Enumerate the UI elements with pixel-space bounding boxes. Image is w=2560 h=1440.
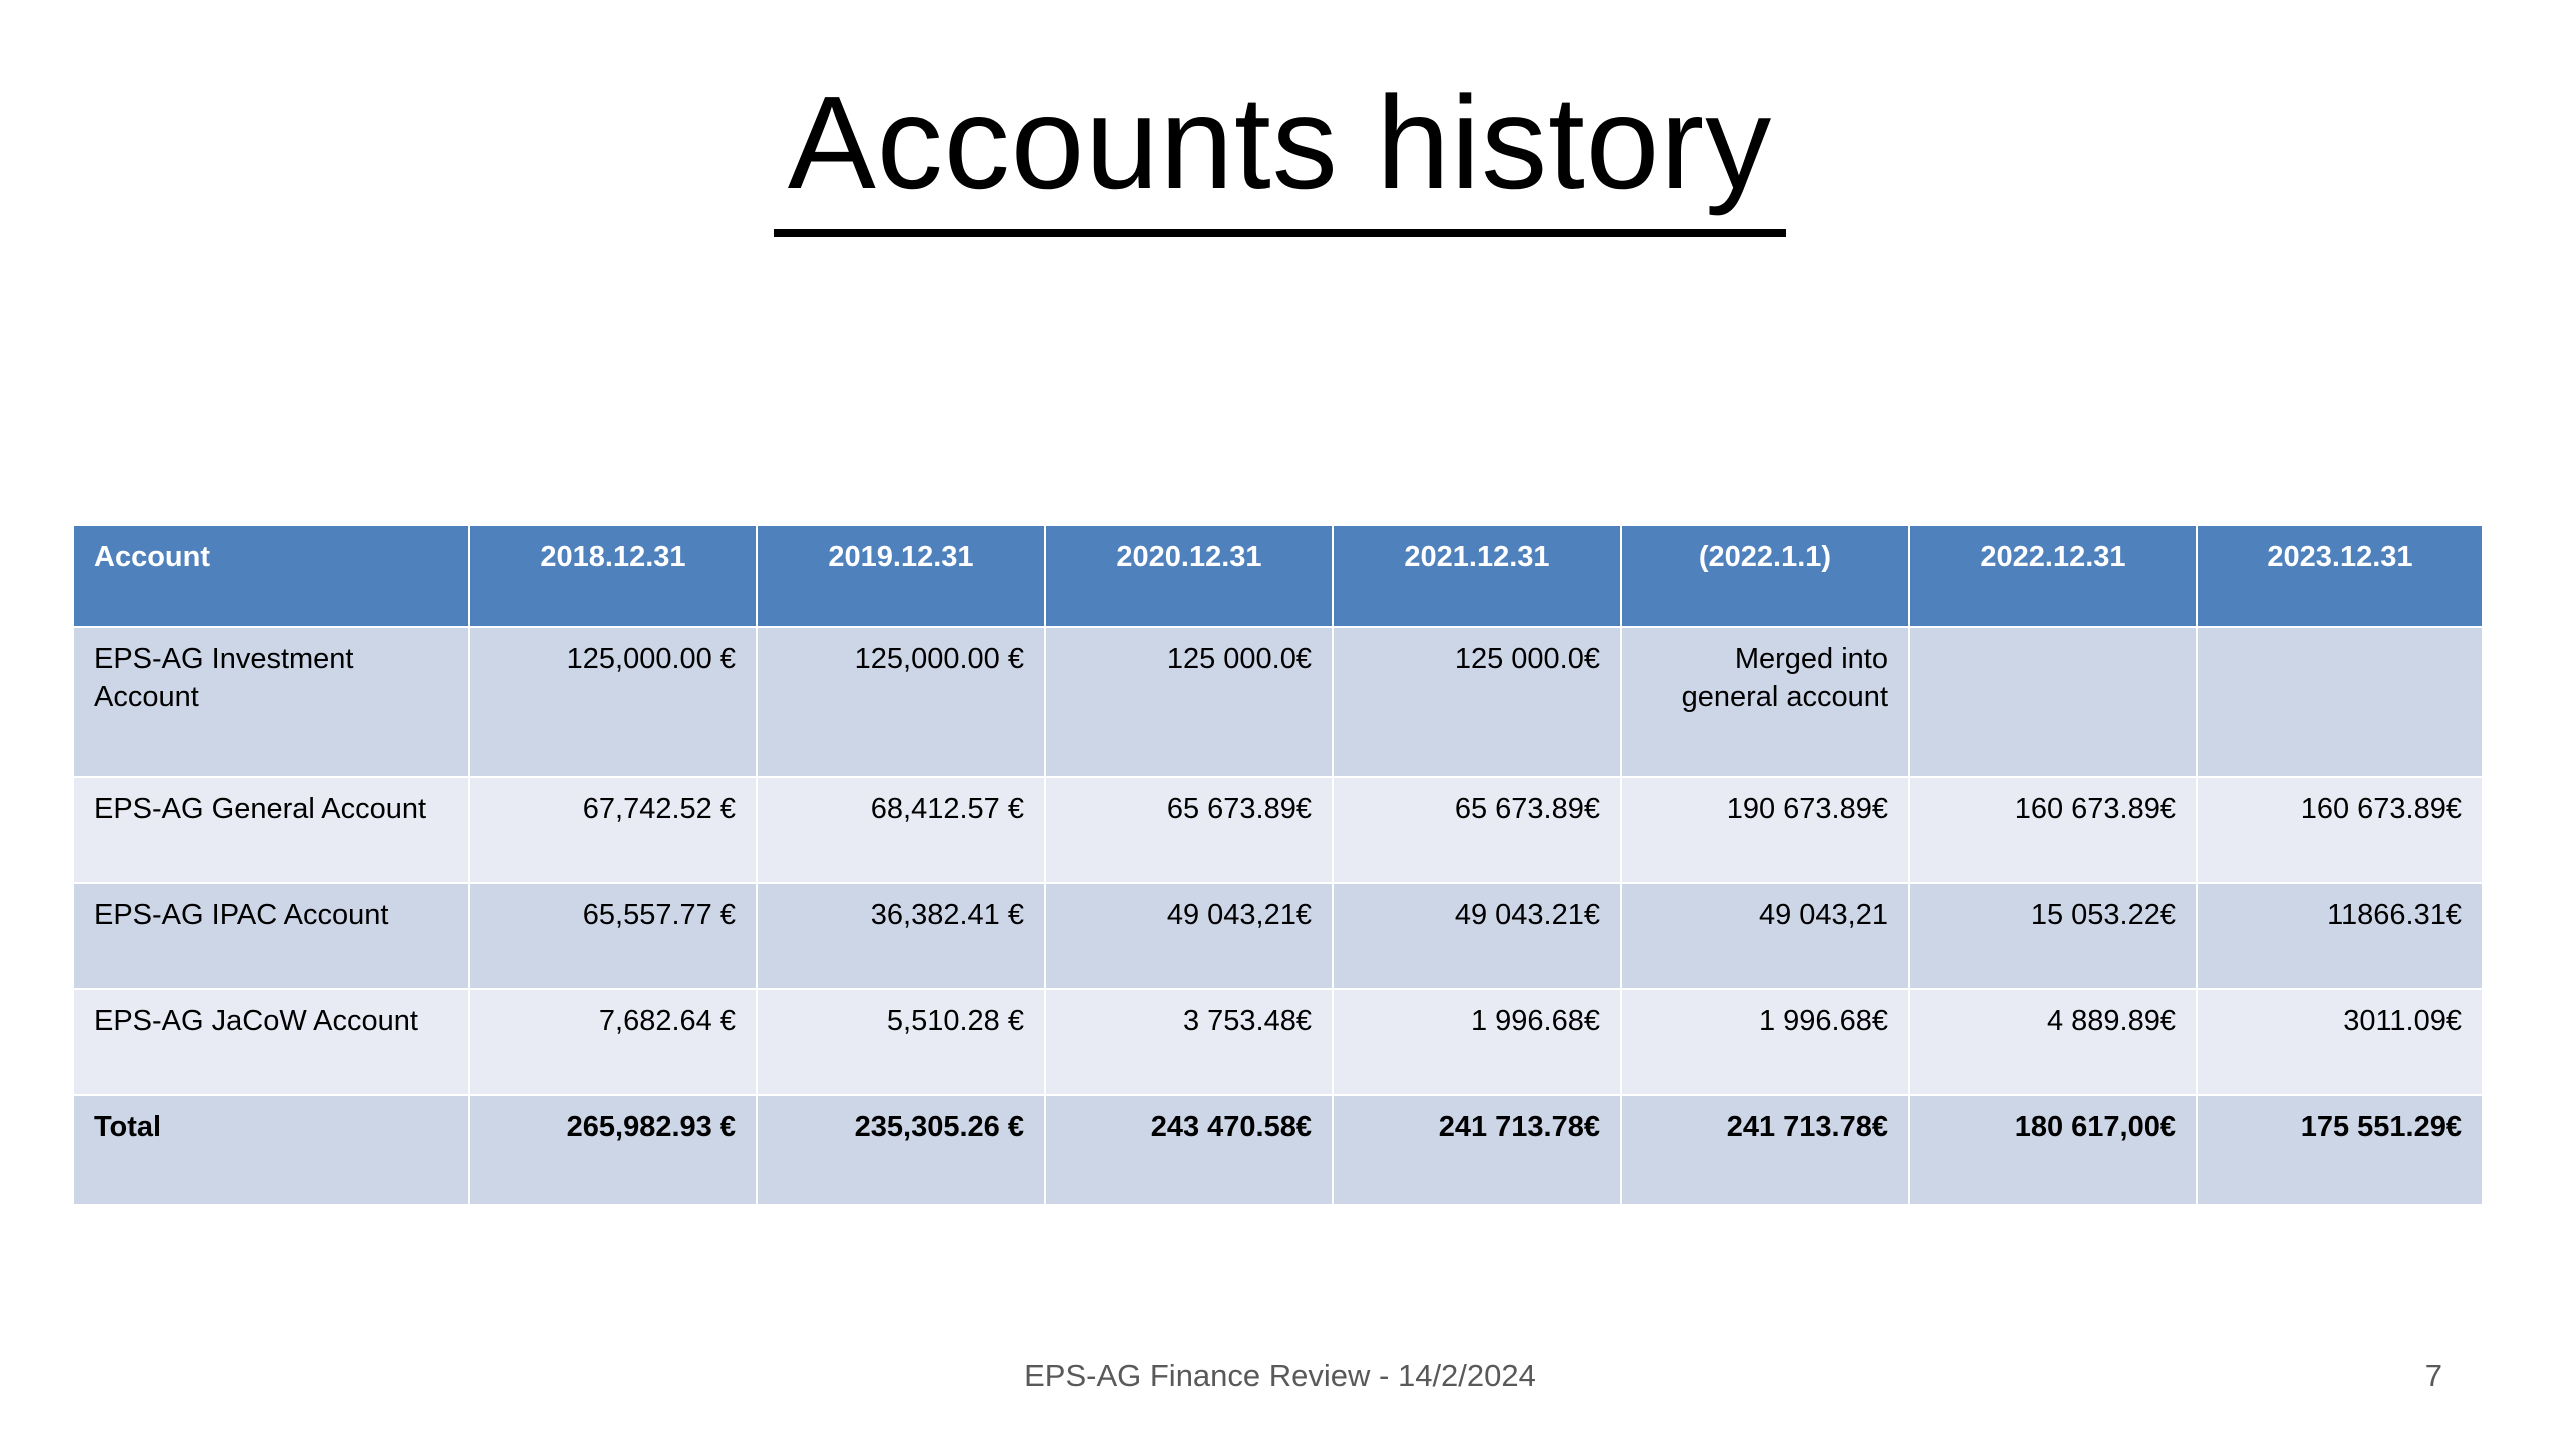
table-cell: [1908, 626, 2198, 778]
table-cell: 49 043,21€: [1044, 882, 1334, 990]
table-cell: 265,982.93 €: [468, 1094, 758, 1206]
table-cell: 125,000.00 €: [756, 626, 1046, 778]
table-cell: 241 713.78€: [1332, 1094, 1622, 1206]
table-cell: 241 713.78€: [1620, 1094, 1910, 1206]
table-cell: 125 000.0€: [1332, 626, 1622, 778]
table-cell: 160 673.89€: [2196, 776, 2484, 884]
table-cell: 1 996.68€: [1620, 988, 1910, 1096]
accounts-history-table: Account 2018.12.31 2019.12.31 2020.12.31…: [72, 524, 2484, 1206]
table-cell: 36,382.41 €: [756, 882, 1046, 990]
table-cell: EPS-AG IPAC Account: [72, 882, 470, 990]
slide-title: Accounts history: [773, 70, 1787, 238]
table-cell: 235,305.26 €: [756, 1094, 1046, 1206]
table-cell: 7,682.64 €: [468, 988, 758, 1096]
table-cell: 125,000.00 €: [468, 626, 758, 778]
table-cell: 1 996.68€: [1332, 988, 1622, 1096]
table-cell: 160 673.89€: [1908, 776, 2198, 884]
page-number: 7: [2424, 1358, 2442, 1393]
table-cell: 3 753.48€: [1044, 988, 1334, 1096]
table-cell: 11866.31€: [2196, 882, 2484, 990]
table-cell: 190 673.89€: [1620, 776, 1910, 884]
table-header-row: Account 2018.12.31 2019.12.31 2020.12.31…: [72, 524, 2484, 628]
header-2021: 2021.12.31: [1332, 524, 1622, 628]
table-cell: 68,412.57 €: [756, 776, 1046, 884]
table-cell: EPS-AG General Account: [72, 776, 470, 884]
table-cell: 67,742.52 €: [468, 776, 758, 884]
table-cell: 125 000.0€: [1044, 626, 1334, 778]
table-cell: Merged into general account: [1620, 626, 1910, 778]
table-cell: 15 053.22€: [1908, 882, 2198, 990]
header-2020: 2020.12.31: [1044, 524, 1334, 628]
table-row-general-account: EPS-AG General Account 67,742.52 € 68,41…: [72, 776, 2484, 884]
title-container: Accounts history: [0, 70, 2560, 238]
table-cell: 49 043.21€: [1332, 882, 1622, 990]
table-cell: [2196, 626, 2484, 778]
table-cell: 65,557.77 €: [468, 882, 758, 990]
header-2022-1-1: (2022.1.1): [1620, 524, 1910, 628]
table-cell: 180 617,00€: [1908, 1094, 2198, 1206]
table-cell: 243 470.58€: [1044, 1094, 1334, 1206]
header-2023: 2023.12.31: [2196, 524, 2484, 628]
table-cell: 3011.09€: [2196, 988, 2484, 1096]
table-cell: 4 889.89€: [1908, 988, 2198, 1096]
table-cell: 65 673.89€: [1044, 776, 1334, 884]
table-row-ipac-account: EPS-AG IPAC Account 65,557.77 € 36,382.4…: [72, 882, 2484, 990]
table-row-total: Total 265,982.93 € 235,305.26 € 243 470.…: [72, 1094, 2484, 1206]
table-cell: 65 673.89€: [1332, 776, 1622, 884]
header-2019: 2019.12.31: [756, 524, 1046, 628]
table-cell: 175 551.29€: [2196, 1094, 2484, 1206]
table-cell: 5,510.28 €: [756, 988, 1046, 1096]
table-cell: Total: [72, 1094, 470, 1206]
table-row-jacow-account: EPS-AG JaCoW Account 7,682.64 € 5,510.28…: [72, 988, 2484, 1096]
table-cell: EPS-AG JaCoW Account: [72, 988, 470, 1096]
table-cell: EPS-AG Investment Account: [72, 626, 470, 778]
table-row-investment-account: EPS-AG Investment Account 125,000.00 € 1…: [72, 626, 2484, 778]
header-2022: 2022.12.31: [1908, 524, 2198, 628]
header-account: Account: [72, 524, 470, 628]
table-cell: 49 043,21: [1620, 882, 1910, 990]
slide-footer: EPS-AG Finance Review - 14/2/2024: [1024, 1358, 1536, 1393]
header-2018: 2018.12.31: [468, 524, 758, 628]
